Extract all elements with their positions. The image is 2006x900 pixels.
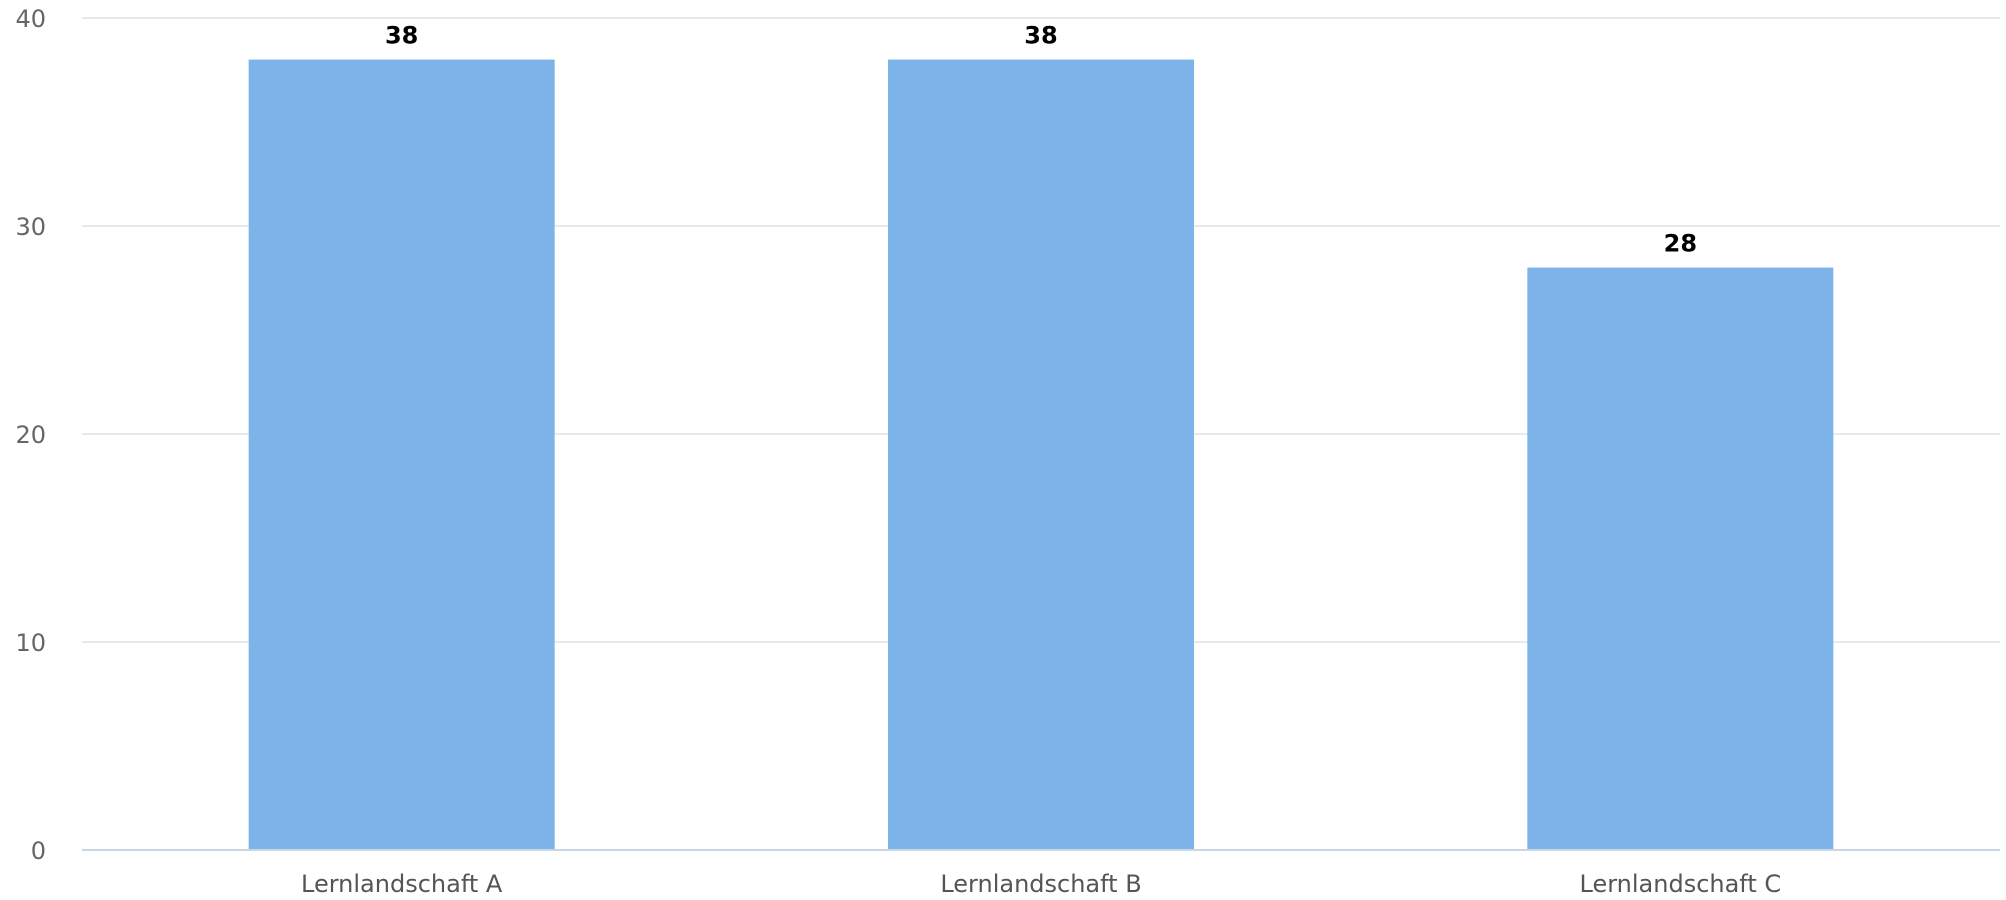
- y-tick-label: 30: [15, 213, 46, 241]
- x-tick-label-1: Lernlandschaft A: [301, 870, 503, 898]
- y-tick-label: 10: [15, 629, 46, 657]
- data-label-1: 38: [385, 22, 418, 50]
- bar-3: [1527, 267, 1834, 851]
- data-label-3: 28: [1664, 230, 1697, 258]
- bar-1: [248, 59, 555, 851]
- y-axis: 0 10 20 30 40: [15, 5, 46, 865]
- y-tick-label: 40: [15, 5, 46, 33]
- data-label-2: 38: [1024, 22, 1057, 50]
- y-tick-label: 20: [15, 421, 46, 449]
- bars-layer: [248, 59, 1834, 851]
- x-tick-label-2: Lernlandschaft B: [940, 870, 1141, 898]
- bar-2: [888, 59, 1194, 851]
- x-tick-label-3: Lernlandschaft C: [1580, 870, 1782, 898]
- y-tick-label: 0: [31, 837, 46, 865]
- labels-layer: 38 38 28: [385, 22, 1697, 258]
- x-axis: Lernlandschaft A Lernlandschaft B Lernland…: [82, 849, 2000, 898]
